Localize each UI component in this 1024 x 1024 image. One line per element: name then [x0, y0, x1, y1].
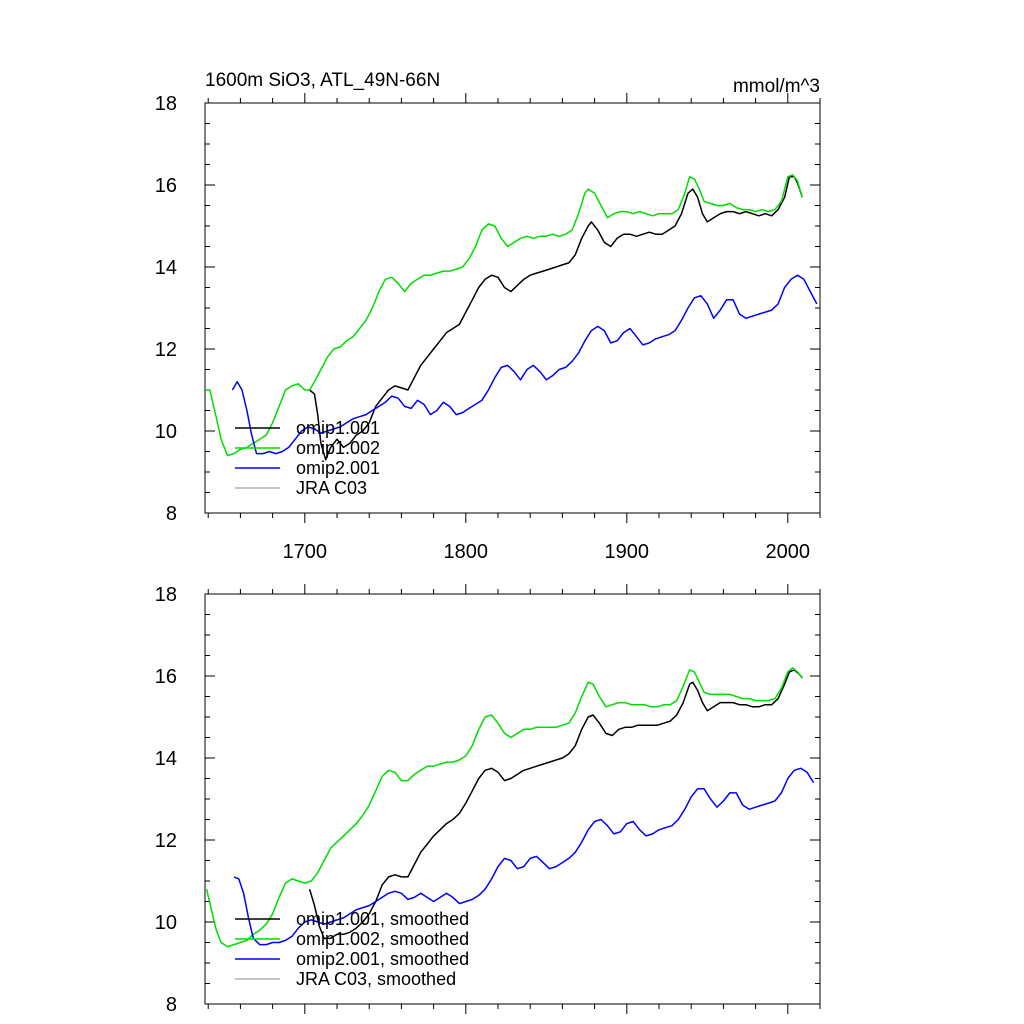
- series-line: [231, 274, 818, 455]
- y-tick-label: 12: [155, 339, 177, 361]
- legend-label: omip2.001, smoothed: [296, 949, 469, 969]
- y-tick-label: 10: [155, 912, 177, 934]
- series-line: [233, 767, 815, 946]
- y-tick-label: 16: [155, 666, 177, 688]
- top-panel: 8 10 12 14 16 18 1700 1800 1900 2000 1600m SiO3, A…: [155, 70, 821, 563]
- x-tick-label: 2000: [766, 541, 811, 563]
- x-tick-label: 1900: [605, 541, 650, 563]
- y-tick-label: 14: [155, 257, 177, 279]
- y-tick-label: 8: [166, 503, 177, 525]
- units-label: mmol/m^3: [733, 76, 820, 97]
- bottom-panel: 8 10 12 14 16 18 omip1.001, smoothedomip1.002,…: [155, 584, 821, 1016]
- y-tick-label: 18: [155, 584, 177, 606]
- y-tick-label: 18: [155, 93, 177, 115]
- legend-label: JRA C03: [296, 478, 367, 498]
- y-tick-label: 12: [155, 830, 177, 852]
- x-tick-label: 1700: [283, 541, 328, 563]
- y-tick-label: 14: [155, 748, 177, 770]
- legend-label: omip2.001: [296, 458, 380, 478]
- series-line: [308, 669, 803, 940]
- y-tick-label: 8: [166, 994, 177, 1016]
- chart-title: 1600m SiO3, ATL_49N-66N: [205, 70, 440, 91]
- legend-label: omip1.001: [296, 418, 380, 438]
- series-line: [205, 174, 804, 457]
- series-line: [309, 176, 804, 461]
- y-tick-label: 16: [155, 175, 177, 197]
- legend-label: omip1.001, smoothed: [296, 909, 469, 929]
- x-tick-label: 1800: [444, 541, 489, 563]
- legend-label: omip1.002: [296, 438, 380, 458]
- series-line: [205, 667, 803, 948]
- legend-label: omip1.002, smoothed: [296, 929, 469, 949]
- y-tick-label: 10: [155, 421, 177, 443]
- legend-label: JRA C03, smoothed: [296, 969, 456, 989]
